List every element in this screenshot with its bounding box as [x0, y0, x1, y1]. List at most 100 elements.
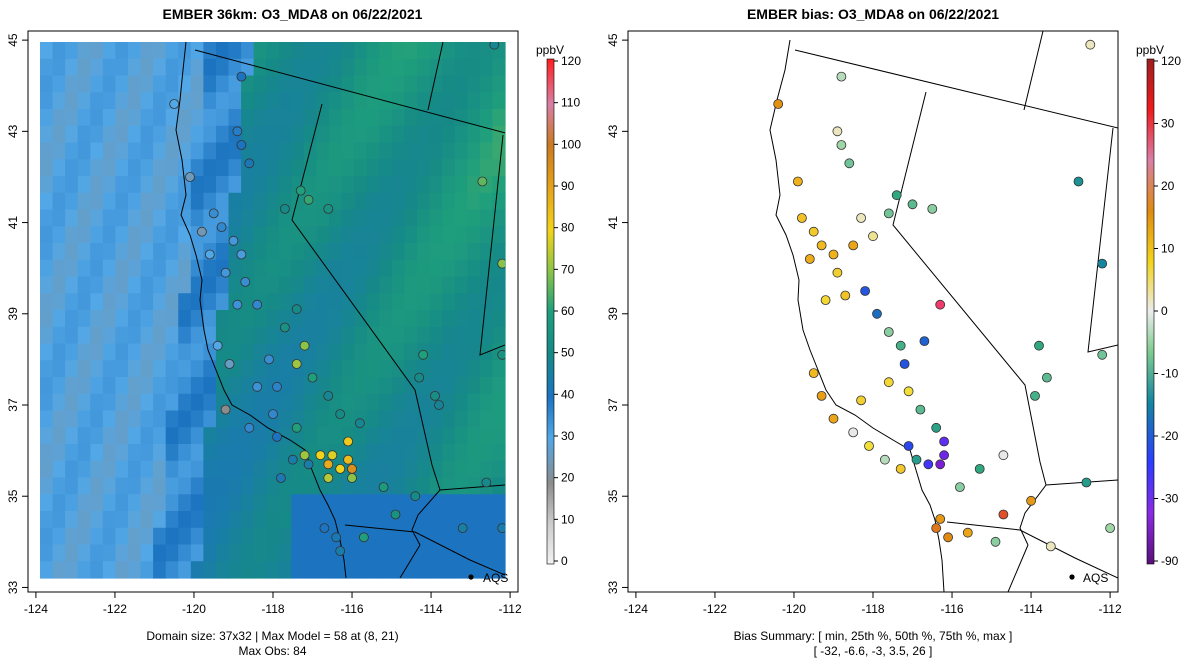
- site-marker[interactable]: [358, 532, 369, 543]
- site-marker[interactable]: [880, 454, 890, 465]
- site-marker[interactable]: [204, 249, 215, 260]
- site-marker[interactable]: [864, 441, 874, 451]
- site-marker[interactable]: [481, 477, 492, 488]
- site-marker[interactable]: [808, 226, 819, 237]
- site-marker[interactable]: [903, 386, 914, 397]
- site-marker[interactable]: [1034, 340, 1044, 351]
- site-marker[interactable]: [856, 395, 866, 406]
- site-marker[interactable]: [272, 431, 282, 442]
- site-marker[interactable]: [895, 463, 906, 474]
- site-marker[interactable]: [303, 194, 314, 205]
- site-marker[interactable]: [927, 203, 938, 214]
- site-marker[interactable]: [844, 158, 855, 169]
- site-marker[interactable]: [489, 40, 500, 50]
- site-marker[interactable]: [497, 258, 507, 269]
- site-marker[interactable]: [220, 267, 231, 278]
- site-marker[interactable]: [935, 514, 946, 524]
- site-marker[interactable]: [872, 308, 882, 319]
- site-marker[interactable]: [883, 208, 894, 219]
- site-marker[interactable]: [236, 71, 247, 82]
- site-marker[interactable]: [291, 422, 302, 433]
- site-marker[interactable]: [208, 208, 219, 219]
- site-marker[interactable]: [457, 523, 468, 533]
- site-marker[interactable]: [797, 213, 807, 223]
- site-marker[interactable]: [804, 254, 815, 264]
- site-marker[interactable]: [773, 99, 784, 109]
- site-marker[interactable]: [1045, 541, 1056, 552]
- site-marker[interactable]: [291, 304, 302, 315]
- site-marker[interactable]: [347, 473, 357, 483]
- site-marker[interactable]: [915, 404, 926, 415]
- site-marker[interactable]: [816, 240, 827, 251]
- site-marker[interactable]: [378, 482, 389, 493]
- site-marker[interactable]: [848, 427, 859, 438]
- site-marker[interactable]: [279, 203, 290, 214]
- site-marker[interactable]: [1073, 176, 1084, 187]
- site-marker[interactable]: [1085, 39, 1096, 50]
- site-marker[interactable]: [232, 299, 243, 310]
- site-marker[interactable]: [955, 482, 965, 493]
- site-marker[interactable]: [323, 390, 334, 401]
- site-marker[interactable]: [962, 527, 973, 538]
- site-marker[interactable]: [899, 359, 910, 369]
- site-marker[interactable]: [497, 523, 507, 533]
- site-marker[interactable]: [335, 409, 346, 420]
- site-marker[interactable]: [840, 290, 851, 301]
- site-marker[interactable]: [228, 235, 239, 246]
- site-marker[interactable]: [907, 199, 918, 210]
- site-marker[interactable]: [848, 240, 859, 251]
- site-marker[interactable]: [272, 381, 282, 392]
- site-marker[interactable]: [331, 532, 342, 543]
- site-marker[interactable]: [832, 267, 843, 278]
- site-marker[interactable]: [418, 349, 429, 360]
- site-marker[interactable]: [264, 354, 274, 365]
- site-marker[interactable]: [923, 459, 934, 470]
- site-marker[interactable]: [1081, 477, 1092, 488]
- site-marker[interactable]: [414, 372, 425, 383]
- site-marker[interactable]: [343, 436, 354, 447]
- site-marker[interactable]: [911, 454, 922, 465]
- site-marker[interactable]: [323, 473, 334, 483]
- site-marker[interactable]: [327, 450, 338, 461]
- site-marker[interactable]: [935, 459, 946, 470]
- site-marker[interactable]: [998, 509, 1009, 520]
- site-marker[interactable]: [323, 459, 334, 470]
- site-marker[interactable]: [220, 404, 231, 415]
- site-marker[interactable]: [903, 441, 914, 451]
- site-marker[interactable]: [990, 536, 1001, 547]
- site-marker[interactable]: [477, 176, 488, 187]
- site-marker[interactable]: [335, 546, 346, 556]
- site-marker[interactable]: [410, 491, 421, 502]
- site-marker[interactable]: [430, 390, 440, 401]
- site-marker[interactable]: [434, 400, 444, 410]
- site-marker[interactable]: [299, 340, 310, 351]
- site-marker[interactable]: [939, 450, 949, 461]
- site-marker[interactable]: [354, 418, 365, 429]
- site-marker[interactable]: [883, 327, 894, 337]
- site-marker[interactable]: [939, 436, 949, 447]
- site-marker[interactable]: [307, 372, 318, 383]
- site-marker[interactable]: [252, 299, 263, 310]
- site-marker[interactable]: [883, 377, 894, 388]
- site-marker[interactable]: [299, 450, 310, 461]
- site-marker[interactable]: [275, 473, 286, 483]
- site-marker[interactable]: [196, 226, 207, 237]
- site-marker[interactable]: [169, 99, 180, 109]
- site-marker[interactable]: [236, 249, 247, 260]
- site-marker[interactable]: [828, 249, 839, 260]
- site-marker[interactable]: [931, 422, 942, 433]
- site-marker[interactable]: [793, 176, 803, 187]
- site-marker[interactable]: [816, 390, 827, 401]
- site-marker[interactable]: [828, 413, 839, 424]
- site-marker[interactable]: [347, 463, 357, 474]
- site-marker[interactable]: [268, 409, 278, 420]
- site-marker[interactable]: [820, 295, 831, 306]
- site-marker[interactable]: [291, 359, 302, 369]
- site-marker[interactable]: [931, 523, 942, 533]
- site-marker[interactable]: [224, 359, 235, 369]
- site-marker[interactable]: [303, 459, 314, 470]
- site-marker[interactable]: [1105, 523, 1115, 533]
- site-marker[interactable]: [295, 185, 306, 196]
- site-marker[interactable]: [860, 286, 870, 296]
- site-marker[interactable]: [315, 450, 326, 461]
